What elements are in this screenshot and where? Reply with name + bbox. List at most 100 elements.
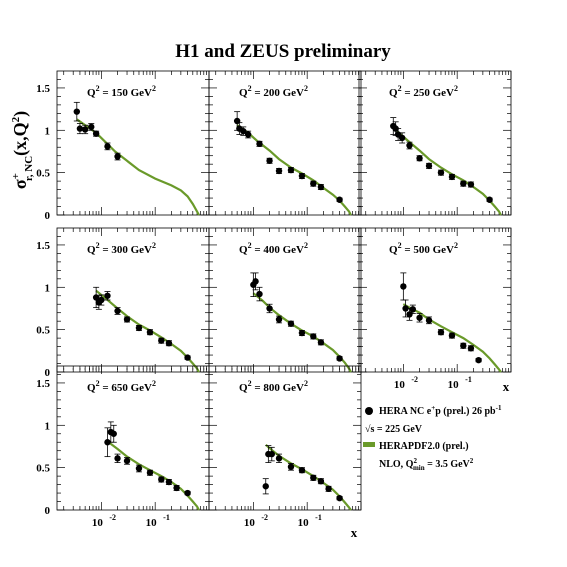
legend: HERA NC e+p (prel.) 26 pb-1 √s = 225 GeV… <box>363 404 502 472</box>
y-tick-label: 1.5 <box>36 240 50 252</box>
x-tick-exponent: -2 <box>261 513 268 522</box>
y-tick-label: 1 <box>45 420 51 432</box>
x-tick-exponent: -1 <box>465 375 472 384</box>
data-point <box>460 342 467 349</box>
y-tick-label: 1.5 <box>36 378 50 390</box>
data-point <box>310 474 317 482</box>
panel-2: Q2 = 200 GeV2 <box>208 70 362 216</box>
data-point <box>406 311 413 318</box>
data-point <box>81 126 89 133</box>
data-point <box>104 292 111 299</box>
data-point <box>398 134 406 142</box>
y-axis-label: σ+r, NC(x,Q2) <box>10 111 35 189</box>
y-tick-label: 0.5 <box>36 168 50 180</box>
panel-5: Q2 = 400 GeV2 <box>208 227 362 373</box>
legend-sqrt-s: √s = 225 GeV <box>365 424 423 435</box>
panel-frame <box>208 227 362 373</box>
data-point <box>298 329 306 337</box>
data-point <box>275 455 283 462</box>
data-point <box>252 278 259 285</box>
data-point <box>165 340 173 347</box>
data-point <box>244 131 252 138</box>
data-point <box>425 162 433 170</box>
y-tick-label: 0 <box>45 367 51 379</box>
data-point <box>135 465 143 472</box>
data-point <box>416 155 423 162</box>
data-point <box>184 354 191 361</box>
panel-q2-label: Q2 = 400 GeV2 <box>239 241 308 256</box>
data-point <box>460 180 467 187</box>
data-point <box>275 167 283 175</box>
panel-7: 0 0.5 1 1.5 10 -2 10 -1 Q2 = 650 GeV2 <box>36 365 210 529</box>
panel-q2-label: Q2 = 150 GeV2 <box>87 84 156 99</box>
x-tick-exponent: -1 <box>315 513 322 522</box>
y-tick-label: 0 <box>45 505 51 517</box>
data-point <box>110 430 117 437</box>
panel-q2-label: Q2 = 200 GeV2 <box>239 84 308 99</box>
panel-1: 0 0.5 1 1.5 Q2 = 150 GeV2 <box>36 70 210 222</box>
data-point <box>467 181 475 188</box>
panel-frame <box>208 70 362 216</box>
data-point <box>287 320 295 327</box>
data-point <box>448 173 456 181</box>
data-point <box>173 484 180 492</box>
data-point <box>409 306 417 313</box>
x-tick-label: 10 <box>448 379 460 391</box>
panel-q2-label: Q2 = 650 GeV2 <box>87 379 156 394</box>
panel-frame <box>208 365 362 511</box>
data-point <box>325 485 332 493</box>
data-point <box>287 463 295 470</box>
data-point <box>266 305 273 312</box>
data-point <box>406 142 413 149</box>
data-point <box>88 123 95 131</box>
data-point <box>123 316 131 323</box>
y-tick-label: 0 <box>45 210 51 222</box>
data-point <box>317 339 325 346</box>
data-point <box>425 317 433 324</box>
x-tick-exponent: -2 <box>411 375 418 384</box>
panel-frame <box>358 227 512 373</box>
legend-fit-label: HERAPDF2.0 (prel.) <box>379 441 469 452</box>
data-point <box>135 324 143 332</box>
data-point <box>76 125 84 132</box>
legend-fit-swatch <box>363 442 375 447</box>
x-tick-label: 10 <box>394 379 406 391</box>
figure-title: H1 and ZEUS preliminary <box>175 41 391 62</box>
x-tick-exponent: -1 <box>163 513 170 522</box>
panel-4: 0 0.5 1 1.5 Q2 = 300 GeV2 <box>36 227 210 379</box>
panel-6: 10 -2 10 -1 Q2 = 500 GeV2 <box>358 227 512 391</box>
data-point <box>114 153 121 160</box>
fit-curve <box>402 303 502 373</box>
data-point <box>336 494 343 502</box>
data-point <box>336 355 343 362</box>
data-point <box>268 450 275 458</box>
data-point <box>256 290 263 298</box>
data-point <box>448 332 456 339</box>
y-tick-label: 1 <box>45 282 51 294</box>
data-point <box>317 183 325 191</box>
data-point <box>437 169 445 176</box>
data-point <box>104 143 111 150</box>
svg-text:σ+r, NC(x,Q2): σ+r, NC(x,Q2) <box>10 111 35 189</box>
data-point <box>146 469 154 476</box>
data-point <box>437 328 445 336</box>
data-point <box>336 196 343 203</box>
data-point <box>310 180 317 187</box>
data-point <box>146 328 154 336</box>
data-point <box>475 356 482 364</box>
data-point <box>92 130 100 137</box>
data-point <box>317 478 325 485</box>
x-axis-label-right: x <box>503 379 510 394</box>
data-point <box>98 296 105 304</box>
data-point <box>104 439 111 446</box>
panel-3: Q2 = 250 GeV2 <box>358 70 512 216</box>
data-point <box>310 333 317 340</box>
y-tick-label: 0.5 <box>36 325 50 337</box>
legend-data-label: HERA NC e+p (prel.) 26 pb-1 <box>379 404 502 417</box>
panel-q2-label: Q2 = 300 GeV2 <box>87 241 156 256</box>
data-point <box>165 478 173 486</box>
data-point <box>467 345 475 352</box>
data-point <box>262 483 269 490</box>
y-tick-label: 0.5 <box>36 463 50 475</box>
